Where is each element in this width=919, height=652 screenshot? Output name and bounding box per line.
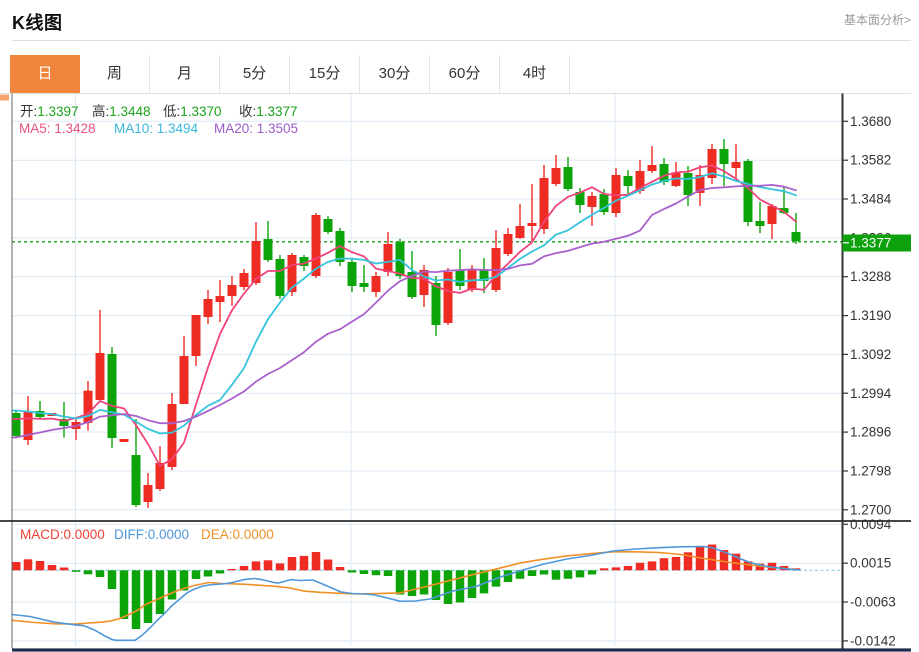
svg-text:1.2798: 1.2798: [850, 464, 891, 479]
svg-text:1.2896: 1.2896: [850, 425, 891, 440]
svg-text:1.3582: 1.3582: [850, 153, 891, 168]
svg-text:1.3092: 1.3092: [850, 347, 891, 362]
svg-text:1.3680: 1.3680: [850, 114, 891, 129]
svg-text:1.3484: 1.3484: [850, 192, 892, 207]
svg-text:-0.0142: -0.0142: [850, 633, 896, 648]
svg-text:1.2700: 1.2700: [850, 502, 891, 517]
svg-text:1.3288: 1.3288: [850, 269, 891, 284]
svg-text:0.0015: 0.0015: [850, 556, 891, 571]
svg-text:-0.0063: -0.0063: [850, 595, 896, 610]
svg-text:1.2994: 1.2994: [850, 386, 892, 401]
svg-text:0.0094: 0.0094: [850, 517, 892, 532]
svg-text:1.3190: 1.3190: [850, 308, 891, 323]
svg-text:1.3377: 1.3377: [850, 235, 891, 250]
